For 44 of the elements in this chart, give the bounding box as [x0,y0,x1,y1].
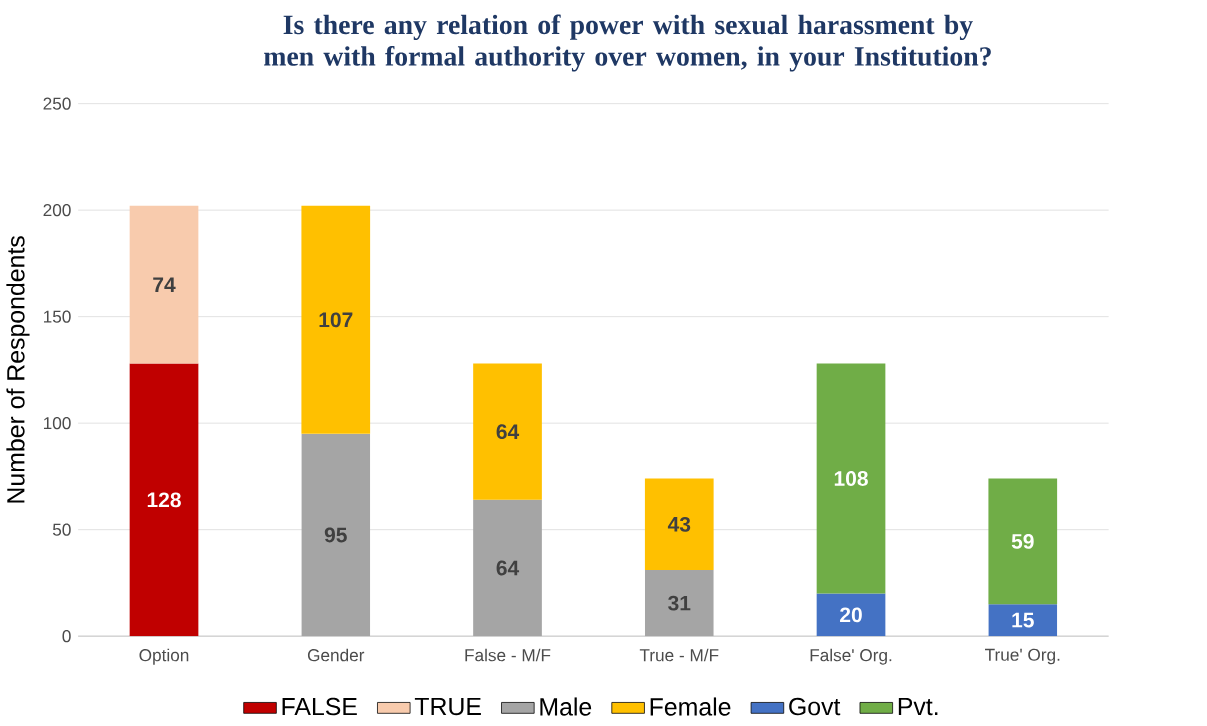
bar [301,205,371,434]
y-tick-label: 0 [62,629,71,643]
y-tick-label: 50 [52,523,71,536]
bar [644,569,714,636]
bar [473,363,542,500]
x-tick-label: False' Org. [810,648,892,665]
data-label: 107 [319,312,353,328]
chart-title: Is there any relation of power with sexual harassment by men with formal authority over women, in your Institution? [264,14,991,72]
legend-label: Pvt. [898,697,938,715]
legend-label: FALSE [282,697,357,716]
bar [129,363,199,636]
bar [816,593,886,636]
bar [129,205,199,364]
bar [988,604,1058,636]
data-label: 74 [153,277,176,292]
y-tick-label: 150 [43,310,71,323]
legend-label: Male [540,697,592,716]
bar [988,478,1058,605]
data-label: 64 [496,424,520,439]
bar [816,363,886,594]
data-label: 108 [834,470,868,486]
bar [644,478,714,570]
x-tick-label: Option [139,648,189,665]
legend-label: Govt [789,697,841,716]
legend-label: Female [650,697,731,716]
x-tick-label: Gender [307,648,365,662]
y-tick-label: 250 [43,97,71,110]
x-tick-label: True' Org. [985,648,1060,665]
data-label: 128 [147,492,181,508]
data-label: 15 [1012,612,1034,628]
bar [473,499,542,636]
bar [301,433,371,636]
data-label: 95 [324,527,347,543]
x-tick-label: True - M/F [639,648,719,662]
y-tick-label: 200 [43,203,71,217]
data-label: 64 [496,560,520,576]
data-label: 43 [667,516,691,532]
legend-label: TRUE [414,697,481,716]
y-axis-title: Number of Respondents [6,235,30,503]
x-tick-label: False - M/F [465,648,551,662]
y-tick-label: 100 [43,416,71,430]
data-label: 59 [1011,533,1034,549]
data-label: 20 [840,607,862,623]
data-label: 31 [668,595,691,611]
